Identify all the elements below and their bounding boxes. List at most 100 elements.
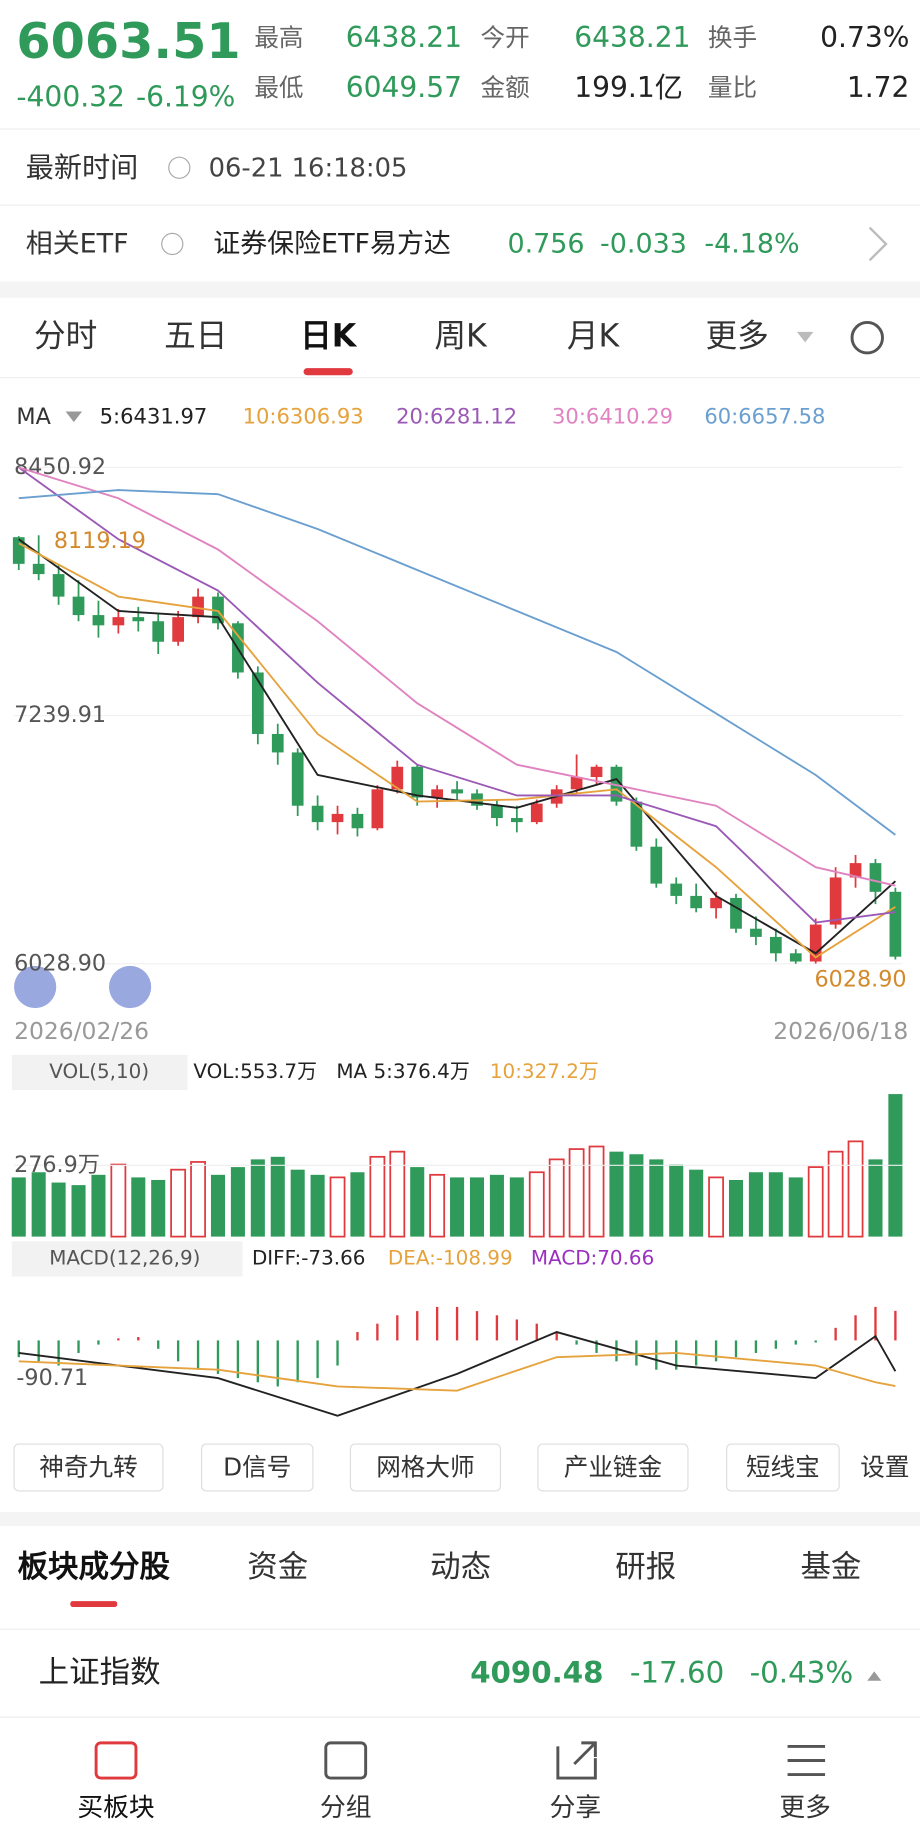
settings-icon[interactable] [850,320,884,355]
volume-bar [11,1177,26,1237]
period-tab[interactable]: 更多 [706,319,769,355]
collapse-icon[interactable] [867,1671,882,1681]
section-tab[interactable]: 动态 [430,1550,491,1585]
candle-body [391,766,404,790]
ma-line [18,466,896,887]
section-tab[interactable]: 研报 [615,1550,676,1585]
tool-button[interactable]: 网格大师 [376,1453,474,1482]
band [0,1512,920,1527]
period-tab[interactable]: 五日 [164,319,227,355]
candle-body [869,863,882,892]
candle-body [371,789,384,829]
section-tab[interactable]: 板块成分股 [18,1550,171,1585]
candle-body [132,617,145,622]
buy-icon[interactable] [94,1741,138,1780]
volume-bar [847,1140,864,1238]
nav-item[interactable]: 更多 [779,1793,831,1823]
tool-button[interactable]: D信号 [223,1453,291,1482]
share-icon[interactable] [556,1741,597,1780]
period-tab[interactable]: 周K [434,319,488,355]
volume-bar [649,1159,664,1237]
macd-legend: DIFF:-73.66 [252,1246,365,1269]
tool-button[interactable]: 产业链金 [564,1453,662,1482]
volume-bar [91,1174,106,1237]
volume-bar [410,1167,425,1237]
volume-bar [329,1176,346,1238]
tool-button-bg[interactable] [13,1443,164,1492]
more-icon[interactable] [787,1744,826,1777]
dropdown-icon[interactable] [65,411,83,423]
dea-line [18,1352,896,1392]
price-change-pct: -6.19% [136,81,235,114]
period-tab[interactable]: 日K [300,319,358,355]
candle-body [849,863,862,878]
tool-button[interactable]: 神奇九转 [39,1453,137,1482]
candle-body [52,574,65,597]
volume-bar [489,1174,504,1237]
candle-body [670,883,683,896]
volume-bar [310,1174,325,1237]
candle-body [212,596,224,624]
nav-item[interactable]: 分组 [320,1793,372,1823]
volume-bar [788,1177,803,1237]
volume-bar [768,1172,783,1237]
ma-line [18,489,896,836]
stat-label: 最高 [254,23,303,52]
tool-button-bg[interactable] [537,1443,689,1492]
stat-label: 量比 [708,73,757,102]
tool-button-bg[interactable] [200,1443,314,1492]
candle-body [650,846,663,884]
nav-item[interactable]: 分享 [550,1793,602,1823]
etf-name[interactable]: 证券保险ETF易方达 [213,229,451,260]
period-tab[interactable]: 月K [567,319,621,355]
x-start-label: 2026/02/26 [14,1017,149,1045]
candle-body [311,805,324,823]
volume-bar [528,1171,545,1238]
tool-button[interactable]: 短线宝 [746,1453,820,1482]
group-icon[interactable] [324,1741,368,1780]
volume-bar [827,1150,844,1238]
y-tick-label: 276.9万 [14,1152,100,1178]
volume-bar [151,1179,166,1237]
diff-line [18,1331,897,1417]
y-tick-label: 6028.90 [14,950,106,976]
nav-item[interactable]: 买板块 [77,1793,154,1823]
volume-bar [71,1185,86,1237]
tool-button-bg[interactable] [726,1443,840,1492]
period-tab[interactable]: 分时 [34,319,97,355]
volume-bar [131,1177,146,1237]
index-price: 4090.48 [470,1655,603,1689]
volume-bar [669,1164,684,1237]
candle-body [491,805,503,819]
stat-value: 6438.21 [574,21,690,54]
last-price: 6063.51 [16,12,240,70]
expand-button[interactable] [14,965,57,1009]
candle-body [331,813,344,823]
candle-body [630,801,643,847]
candle-body [271,733,284,753]
volume-bar [450,1177,465,1237]
vol-legend: MA 5:376.4万 [336,1060,469,1083]
chevron[interactable] [868,226,888,262]
section-tab[interactable]: 基金 [800,1550,861,1585]
stat-label: 最低 [254,73,303,102]
tool-button-bg[interactable] [349,1443,502,1492]
vol-legend: 10:327.2万 [490,1060,599,1083]
volume-bar [588,1145,605,1238]
time-value: 06-21 16:18:05 [209,153,408,183]
candle-body [12,537,25,564]
volume-bar [509,1177,524,1237]
dropdown-icon[interactable] [796,331,814,343]
price-change: -400.32 [16,81,125,114]
macd-title: MACD(12,26,9) [49,1246,200,1269]
section-tab[interactable]: 资金 [247,1550,308,1585]
band [0,281,920,298]
fullscreen-button[interactable] [108,965,152,1009]
volume-bar [369,1155,386,1238]
min-label: 6028.90 [815,966,907,992]
tool-button[interactable]: 设置 [860,1453,909,1482]
volume-bar [708,1176,724,1238]
candle-body [451,789,463,794]
y-tick-label: 7239.91 [14,702,106,728]
